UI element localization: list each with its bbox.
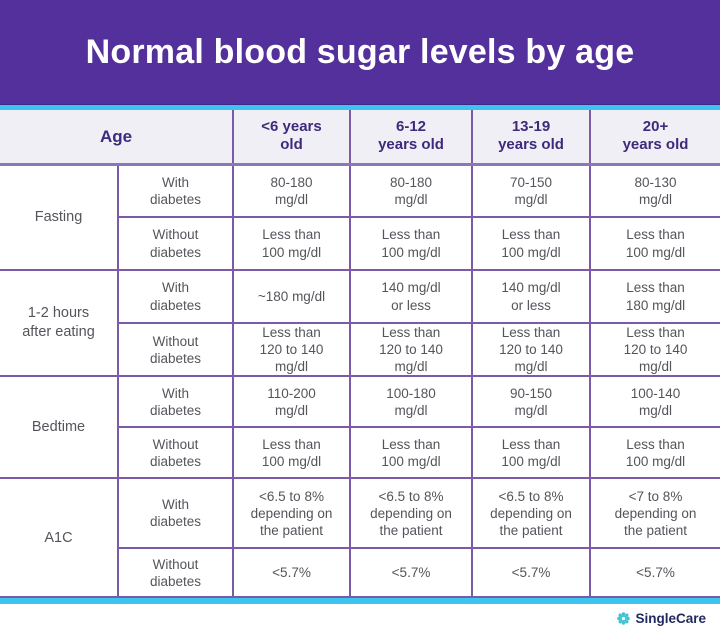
value-cell: Less than 120 to 140 mg/dl: [349, 321, 473, 378]
value-cell: Less than 100 mg/dl: [589, 216, 720, 271]
category-fasting: Fasting: [0, 163, 119, 271]
value-cell: Less than 180 mg/dl: [589, 269, 720, 324]
value-cell: <7 to 8% depending on the patient: [589, 477, 720, 550]
category-a1c: A1C: [0, 477, 119, 599]
table-row-a1c-without: Without diabetes <5.7% <5.7% <5.7% <5.7%: [0, 547, 720, 599]
blood-sugar-table: Age <6 years old 6-12 years old 13-19 ye…: [0, 110, 720, 599]
value-cell: 80-180 mg/dl: [232, 163, 351, 218]
value-cell: 80-180 mg/dl: [349, 163, 473, 218]
value-cell: 90-150 mg/dl: [471, 375, 591, 429]
divider-bottom: [0, 598, 720, 605]
title-banner: Normal blood sugar levels by age: [0, 0, 720, 104]
page-title: Normal blood sugar levels by age: [85, 32, 635, 71]
value-cell: <6.5 to 8% depending on the patient: [232, 477, 351, 550]
table-row-after-eating-with: 1-2 hours after eating With diabetes ~18…: [0, 268, 720, 378]
column-header-6-12-years: 6-12 years old: [349, 110, 473, 166]
value-cell: Less than 100 mg/dl: [471, 216, 591, 271]
value-cell: <5.7%: [349, 547, 473, 599]
value-cell: Less than 100 mg/dl: [232, 216, 351, 271]
table-row-bedtime-without: Without diabetes Less than 100 mg/dl Les…: [0, 426, 720, 480]
table-row-fasting-with: Fasting With diabetes 80-180 mg/dl 80-18…: [0, 163, 720, 271]
value-cell: Less than 120 to 140 mg/dl: [471, 321, 591, 378]
age-column-header: Age: [0, 110, 234, 166]
table-header-row: Age <6 years old 6-12 years old 13-19 ye…: [0, 110, 720, 166]
value-cell: Less than 100 mg/dl: [349, 216, 473, 271]
column-header-under-6-years: <6 years old: [232, 110, 351, 166]
value-cell: ~180 mg/dl: [232, 269, 351, 324]
value-cell: Less than 100 mg/dl: [232, 426, 351, 480]
table-row-bedtime-with: Bedtime With diabetes 110-200 mg/dl 100-…: [0, 375, 720, 480]
column-header-20plus-years: 20+ years old: [589, 110, 720, 166]
value-cell: Less than 120 to 140 mg/dl: [232, 321, 351, 378]
with-diabetes-label: With diabetes: [117, 269, 234, 324]
without-diabetes-label: Without diabetes: [118, 426, 234, 480]
without-diabetes-label: Without diabetes: [118, 547, 234, 599]
value-cell: Less than 100 mg/dl: [349, 426, 473, 480]
footer: SingleCare: [0, 604, 720, 636]
category-1-2-hours-after-eating: 1-2 hours after eating: [0, 268, 119, 378]
value-cell: <5.7%: [232, 547, 351, 599]
value-cell: 100-140 mg/dl: [589, 375, 720, 429]
value-cell: Less than 100 mg/dl: [589, 426, 720, 480]
singlecare-logo: SingleCare: [617, 611, 706, 626]
value-cell: 70-150 mg/dl: [471, 163, 591, 218]
value-cell: Less than 120 to 140 mg/dl: [589, 321, 720, 378]
value-cell: 100-180 mg/dl: [349, 375, 473, 429]
brand-name: SingleCare: [635, 610, 706, 626]
value-cell: Less than 100 mg/dl: [471, 426, 591, 480]
value-cell: <6.5 to 8% depending on the patient: [349, 477, 473, 550]
value-cell: <6.5 to 8% depending on the patient: [471, 477, 591, 550]
column-header-13-19-years: 13-19 years old: [471, 110, 591, 166]
table-row-a1c-with: A1C With diabetes <6.5 to 8% depending o…: [0, 477, 720, 599]
with-diabetes-label: With diabetes: [117, 375, 234, 429]
with-diabetes-label: With diabetes: [117, 477, 234, 550]
value-cell: 110-200 mg/dl: [232, 375, 351, 429]
table-row-fasting-without: Without diabetes Less than 100 mg/dl Les…: [0, 216, 720, 271]
value-cell: <5.7%: [589, 547, 720, 599]
value-cell: <5.7%: [471, 547, 591, 599]
with-diabetes-label: With diabetes: [117, 163, 234, 218]
value-cell: 140 mg/dl or less: [349, 269, 473, 324]
value-cell: 140 mg/dl or less: [471, 269, 591, 324]
category-bedtime: Bedtime: [0, 375, 119, 480]
divider-top: [0, 104, 720, 110]
singlecare-flower-icon: [617, 611, 631, 625]
without-diabetes-label: Without diabetes: [118, 321, 234, 378]
without-diabetes-label: Without diabetes: [118, 216, 234, 271]
value-cell: 80-130 mg/dl: [589, 163, 720, 218]
table-row-after-eating-without: Without diabetes Less than 120 to 140 mg…: [0, 321, 720, 378]
